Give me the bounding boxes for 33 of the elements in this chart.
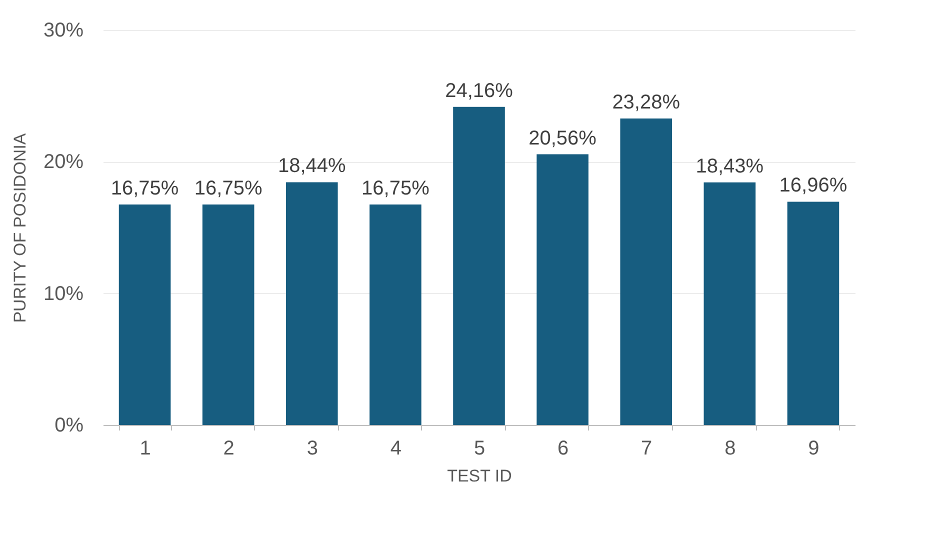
bar <box>704 182 756 425</box>
data-label: 23,28% <box>612 91 680 114</box>
bar <box>370 204 422 425</box>
y-tick-label: 10% <box>43 282 84 305</box>
data-label: 16,75% <box>362 177 430 200</box>
x-tick-label: 2 <box>223 438 234 460</box>
bar <box>118 204 171 425</box>
y-tick-label: 0% <box>54 414 84 436</box>
x-tick-label: 7 <box>641 438 652 460</box>
bar <box>286 182 338 425</box>
bar <box>787 202 840 425</box>
x-tick-label: 4 <box>390 438 402 460</box>
data-label: 16,75% <box>194 177 262 200</box>
y-axis-title: PURITY OF POSIDONIA <box>10 132 30 323</box>
y-tick-label: 20% <box>43 151 84 174</box>
data-label: 20,56% <box>528 127 597 150</box>
bar <box>453 106 505 425</box>
data-label: 18,44% <box>278 155 346 178</box>
bar <box>620 118 672 425</box>
data-label: 16,75% <box>110 177 179 200</box>
x-tick-label: 9 <box>808 438 820 460</box>
x-tick-label: 6 <box>557 438 569 460</box>
data-label: 18,43% <box>696 155 764 178</box>
y-tick-label: 30% <box>43 20 84 42</box>
x-tick-label: 1 <box>140 438 151 460</box>
bar <box>202 204 254 425</box>
x-tick-label: 8 <box>724 438 736 460</box>
data-label: 24,16% <box>445 80 514 102</box>
x-tick-label: 3 <box>306 438 318 460</box>
x-tick-label: 5 <box>474 438 486 460</box>
bar <box>536 154 588 425</box>
x-axis-title: TEST ID <box>447 466 512 486</box>
data-label: 16,96% <box>779 174 848 197</box>
